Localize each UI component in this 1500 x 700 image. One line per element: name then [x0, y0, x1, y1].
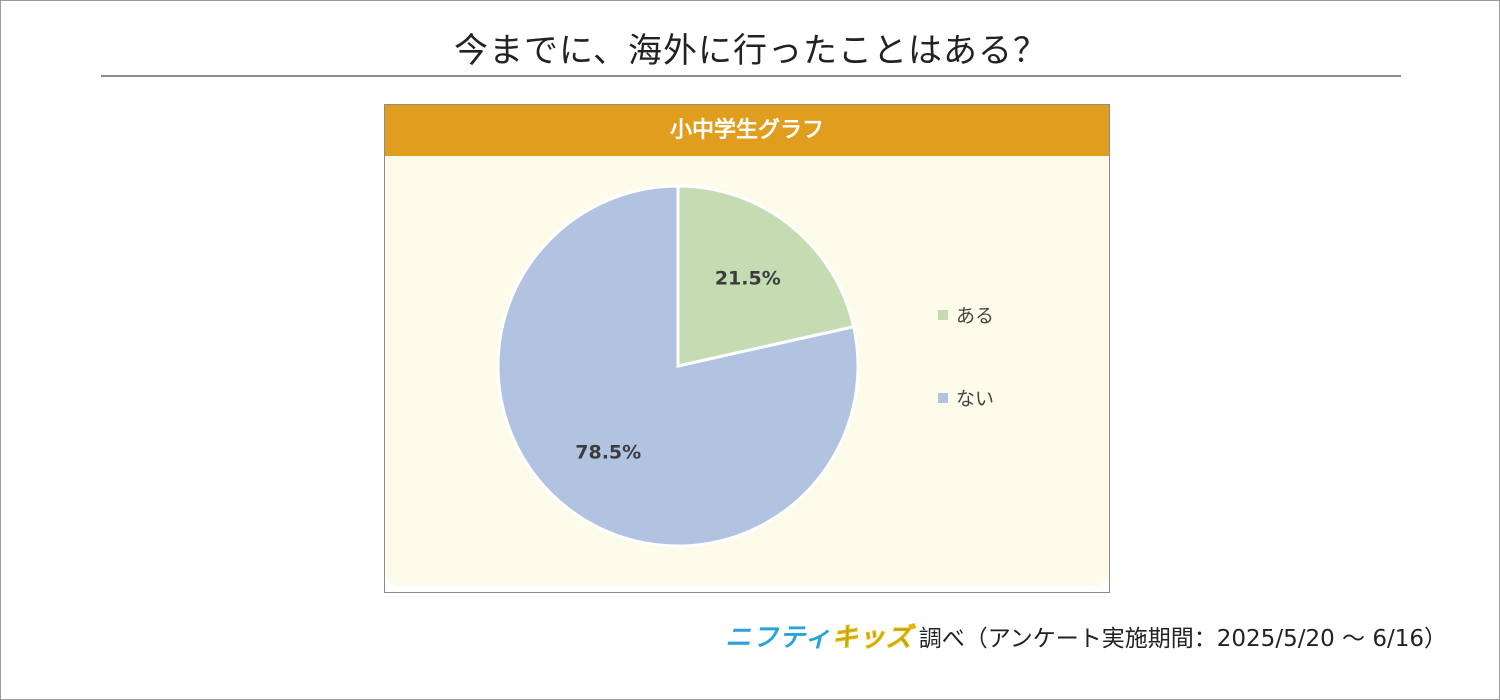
survey-period-note: 調べ（アンケート実施期間：2025/5/20 ～ 6/16） — [918, 626, 1447, 652]
source-footer: ニフティキッズ 調べ（アンケート実施期間：2025/5/20 ～ 6/16） — [725, 617, 1447, 654]
pie-slice-2 — [496, 184, 860, 548]
legend-swatch-2 — [938, 392, 948, 403]
kids-logo-text: キッズ — [831, 623, 913, 654]
nifty-logo-text: ニフティ — [725, 623, 832, 653]
legend-swatch-1 — [938, 309, 948, 320]
legend-label-2: ない — [956, 388, 995, 410]
chart-plot-area: 21.5% 78.5% あるない — [385, 156, 1109, 586]
title-divider — [101, 75, 1401, 77]
chart-panel: 小中学生グラフ 21.5% 78.5% あるない — [384, 104, 1110, 593]
legend-item-2: ない — [938, 384, 1098, 410]
page-title: 今までに、海外に行ったことはある？ — [454, 31, 1048, 71]
data-label-2: 78.5% — [575, 442, 641, 464]
pie-chart: 21.5% 78.5% — [496, 184, 860, 548]
pie-slice-1 — [676, 184, 856, 368]
legend-item-1: ある — [938, 301, 1098, 327]
data-label-1: 21.5% — [715, 267, 781, 289]
legend-label-1: ある — [956, 305, 995, 327]
chart-title: 小中学生グラフ — [385, 105, 1109, 156]
